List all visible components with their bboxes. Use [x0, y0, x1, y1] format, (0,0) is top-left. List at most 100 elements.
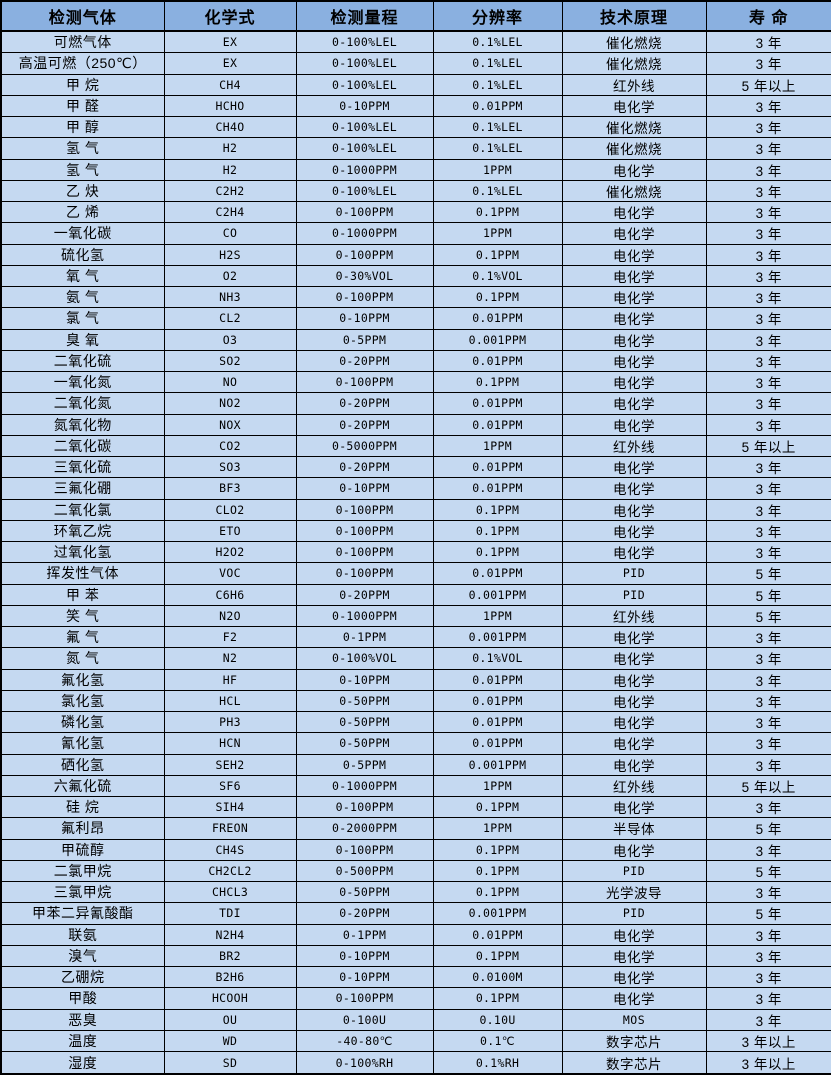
cell-gas: 氟利昂: [0, 817, 165, 840]
column-header-life: 寿 命: [705, 0, 831, 32]
cell-tech: 电化学: [561, 307, 707, 330]
cell-gas: 硒化氢: [0, 753, 165, 776]
cell-formula: HCL: [163, 689, 297, 713]
table-row: 二氯甲烷 CH2CL2 0-500PPM 0.1PPM PID 5 年: [0, 859, 831, 883]
cell-gas: 二氧化氯: [0, 498, 165, 521]
cell-resolution: 1PPM: [432, 774, 563, 798]
cell-gas: 氮 气: [0, 647, 165, 670]
cell-gas: 氟 气: [0, 626, 165, 649]
cell-resolution: 0.01PPM: [432, 349, 563, 373]
cell-formula: TDI: [163, 902, 297, 925]
cell-gas: 氮氧化物: [0, 413, 165, 436]
table-row: 乙 烯 C2H4 0-100PPM 0.1PPM 电化学 3 年: [0, 201, 831, 224]
cell-resolution: 0.1%LEL: [432, 73, 563, 96]
cell-resolution: 0.1%RH: [432, 1051, 563, 1075]
cell-range: 0-10PPM: [295, 966, 434, 989]
cell-tech: 光学波导: [561, 881, 707, 904]
cell-resolution: 0.01PPM: [432, 477, 563, 500]
cell-gas: 氢 气: [0, 137, 165, 160]
cell-resolution: 0.01PPM: [432, 307, 563, 330]
table-row: 环氧乙烷 ETO 0-100PPM 0.1PPM 电化学 3 年: [0, 519, 831, 543]
cell-range: 0-5PPM: [295, 328, 434, 351]
cell-formula: HCOOH: [163, 987, 297, 1010]
table-row: 氟利昂 FREON 0-2000PPM 1PPM 半导体 5 年: [0, 817, 831, 840]
cell-resolution: 0.1PPM: [432, 371, 563, 394]
cell-range: 0-100PPM: [295, 371, 434, 394]
cell-resolution: 0.001PPM: [432, 328, 563, 351]
table-row: 二氧化碳 CO2 0-5000PPM 1PPM 红外线 5 年以上: [0, 434, 831, 458]
cell-life: 3 年: [705, 243, 831, 266]
table-body: 可燃气体 EX 0-100%LEL 0.1%LEL 催化燃烧 3 年高温可燃（250℃） E…: [0, 30, 831, 1075]
cell-tech: 电化学: [561, 668, 707, 691]
cell-tech: 电化学: [561, 392, 707, 415]
cell-life: 3 年: [705, 137, 831, 160]
cell-life: 3 年: [705, 966, 831, 989]
cell-life: 5 年: [705, 604, 831, 628]
cell-life: 3 年: [705, 838, 831, 861]
cell-resolution: 0.001PPM: [432, 583, 563, 606]
table-row: 甲酸 HCOOH 0-100PPM 0.1PPM 电化学 3 年: [0, 987, 831, 1010]
cell-gas: 甲酸: [0, 987, 165, 1010]
cell-resolution: 0.1%LEL: [432, 137, 563, 160]
cell-range: 0-1000PPM: [295, 158, 434, 181]
cell-tech: PID: [561, 859, 707, 883]
cell-tech: 半导体: [561, 817, 707, 840]
cell-formula: FREON: [163, 817, 297, 840]
cell-tech: 红外线: [561, 434, 707, 458]
cell-gas: 甲 苯: [0, 583, 165, 606]
cell-gas: 过氧化氢: [0, 541, 165, 564]
cell-tech: PID: [561, 583, 707, 606]
cell-formula: SD: [163, 1051, 297, 1075]
table-row: 氢 气 H2 0-100%LEL 0.1%LEL 催化燃烧 3 年: [0, 137, 831, 160]
cell-tech: 电化学: [561, 413, 707, 436]
cell-gas: 三氧化硫: [0, 456, 165, 479]
cell-resolution: 0.1PPM: [432, 519, 563, 543]
cell-tech: 电化学: [561, 519, 707, 543]
cell-formula: NO2: [163, 392, 297, 415]
cell-range: 0-100%VOL: [295, 647, 434, 670]
cell-resolution: 0.001PPM: [432, 626, 563, 649]
cell-life: 3 年: [705, 392, 831, 415]
cell-tech: 电化学: [561, 498, 707, 521]
cell-formula: B2H6: [163, 966, 297, 989]
cell-range: 0-100PPM: [295, 201, 434, 224]
cell-resolution: 1PPM: [432, 817, 563, 840]
cell-range: 0-100PPM: [295, 498, 434, 521]
cell-formula: C2H4: [163, 201, 297, 224]
cell-formula: CH4: [163, 73, 297, 96]
cell-range: 0-100%LEL: [295, 137, 434, 160]
cell-tech: 电化学: [561, 264, 707, 288]
table-row: 高温可燃（250℃） EX 0-100%LEL 0.1%LEL 催化燃烧 3 年: [0, 52, 831, 75]
cell-tech: 电化学: [561, 243, 707, 266]
cell-resolution: 0.01PPM: [432, 456, 563, 479]
cell-life: 3 年: [705, 286, 831, 309]
cell-formula: SEH2: [163, 753, 297, 776]
cell-formula: F2: [163, 626, 297, 649]
table-row: 氯 气 CL2 0-10PPM 0.01PPM 电化学 3 年: [0, 307, 831, 330]
table-row: 乙 炔 C2H2 0-100%LEL 0.1%LEL 催化燃烧 3 年: [0, 179, 831, 203]
cell-tech: 电化学: [561, 944, 707, 968]
cell-resolution: 0.1PPM: [432, 944, 563, 968]
cell-life: 3 年: [705, 689, 831, 713]
cell-formula: N2: [163, 647, 297, 670]
cell-resolution: 1PPM: [432, 222, 563, 245]
cell-range: 0-50PPM: [295, 689, 434, 713]
table-row: 甲 苯 C6H6 0-20PPM 0.001PPM PID 5 年: [0, 583, 831, 606]
cell-resolution: 0.1PPM: [432, 838, 563, 861]
cell-resolution: 0.1%LEL: [432, 179, 563, 203]
cell-gas: 甲苯二异氰酸酯: [0, 902, 165, 925]
column-header-range: 检测量程: [295, 0, 434, 32]
cell-range: 0-1PPM: [295, 923, 434, 946]
table-row: 六氟化硫 SF6 0-1000PPM 1PPM 红外线 5 年以上: [0, 774, 831, 798]
cell-gas: 湿度: [0, 1051, 165, 1075]
cell-formula: HCN: [163, 732, 297, 755]
cell-formula: O3: [163, 328, 297, 351]
cell-formula: CH2CL2: [163, 859, 297, 883]
cell-formula: SO3: [163, 456, 297, 479]
cell-formula: C2H2: [163, 179, 297, 203]
cell-life: 3 年: [705, 796, 831, 819]
cell-life: 5 年: [705, 583, 831, 606]
table-row: 硅 烷 SIH4 0-100PPM 0.1PPM 电化学 3 年: [0, 796, 831, 819]
cell-range: 0-100PPM: [295, 541, 434, 564]
